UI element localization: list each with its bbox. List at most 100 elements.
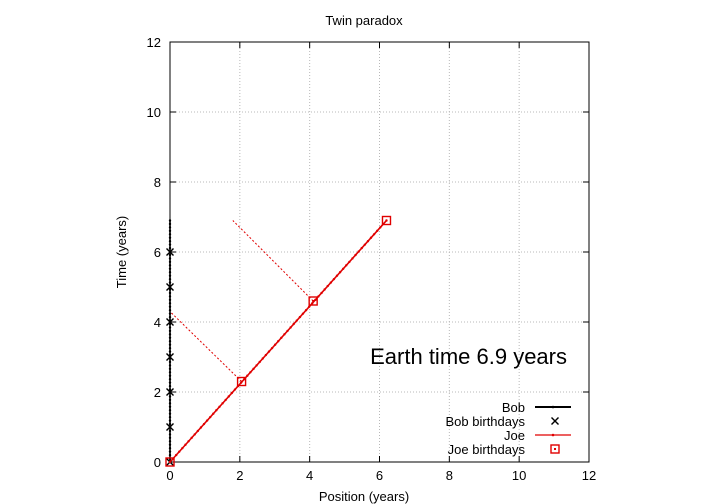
series-point-joe [261,357,264,360]
series-point-bob [168,226,172,229]
series-point-joe [178,450,181,453]
series-point-joe [202,422,206,426]
series-point-bob [168,364,172,367]
x-tick-label: 0 [166,468,173,483]
series-point-bob [168,329,172,333]
y-tick-label: 2 [154,385,161,400]
series-point-joe [283,333,286,336]
series-point-joe [243,378,246,381]
series-point-bob [168,222,172,226]
legend-label: Bob birthdays [446,414,526,429]
series-point-joe [205,419,209,422]
joe-birthday-marker [381,215,392,226]
series-point-bob [168,388,172,391]
legend-label: Bob [502,400,525,415]
series-point-joe [252,367,255,371]
series-point-bob [168,305,172,308]
x-tick-label: 2 [236,468,243,483]
series-point-joe [249,371,252,374]
series-point-bob [168,436,172,440]
series-point-joe [264,353,268,357]
series-point-joe [369,236,373,239]
series-point-joe [286,329,289,333]
series-point-joe [212,412,215,415]
legend-sample-dot [551,405,555,409]
series-point-joe [273,343,277,346]
series-point-joe [209,415,212,419]
series-point-bob [168,315,172,319]
y-tick-label: 12 [147,35,161,50]
y-tick-label: 8 [154,175,161,190]
series-point-bob [168,243,172,246]
series-point-joe [323,288,326,291]
series-point-bob [168,281,172,284]
series-point-joe [227,395,230,398]
series-point-joe [311,302,314,305]
series-point-joe [184,443,187,446]
series-point-joe [354,253,357,257]
simultaneity-line [232,220,314,302]
bob-birthday-marker [166,318,174,326]
series-point-bob [168,246,172,250]
series-point-joe [221,402,224,405]
series-point-joe [246,374,249,377]
series-point-joe [258,360,261,364]
series-point-bob [168,429,172,433]
series-point-joe [233,388,237,391]
bob-birthday-marker [166,353,174,361]
series-point-bob [168,340,172,343]
series-point-bob [168,402,172,405]
series-point-bob [168,346,172,350]
series-point-bob [168,236,172,239]
series-point-joe [357,250,360,253]
series-point-joe [366,240,370,243]
series-point-bob [168,453,172,457]
series-point-joe [351,257,354,260]
series-point-joe [289,326,292,329]
series-point-joe [320,291,323,295]
series-point-bob [168,295,172,298]
series-point-joe [270,346,274,350]
series-point-joe [301,312,305,315]
simultaneity-line [169,311,242,382]
y-tick-label: 4 [154,315,161,330]
series-point-joe [280,336,283,339]
series-point-bob [168,288,172,291]
series-point-bob [168,405,172,408]
series-point-bob [168,371,172,374]
series-point-bob [168,240,172,243]
series-point-bob [168,260,172,264]
legend-label: Joe [504,428,525,443]
series-point-bob [168,440,172,443]
series-point-joe [379,226,382,229]
bob-birthday-marker [166,388,174,396]
grid [170,42,589,462]
series-point-joe [292,322,295,326]
series-point-joe [363,243,367,246]
series-point-bob [168,450,172,453]
series-point-joe [335,274,339,277]
series-point-bob [168,443,172,446]
series-point-bob [168,257,172,260]
series-point-joe [295,319,298,322]
series-point-bob [168,412,172,415]
bob-birthday-marker [166,283,174,291]
joe-birthday-marker [236,376,247,387]
series-point-bob [168,229,172,233]
series-point-bob [168,422,172,426]
series-point-bob [168,271,172,274]
series-point-joe [298,315,302,319]
joe-birthday-marker [165,457,175,467]
series-point-joe [307,305,311,308]
series-point-bob [168,302,172,305]
series-point-joe [181,447,184,450]
series-point-joe [360,246,363,250]
series-point-bob [168,333,172,336]
series-point-bob [168,336,172,339]
series-point-joe [190,436,193,440]
y-axis-label: Time (years) [114,216,129,288]
series-point-joe [196,429,200,433]
joe-birthday-marker [308,296,318,306]
series-point-bob [168,384,172,388]
